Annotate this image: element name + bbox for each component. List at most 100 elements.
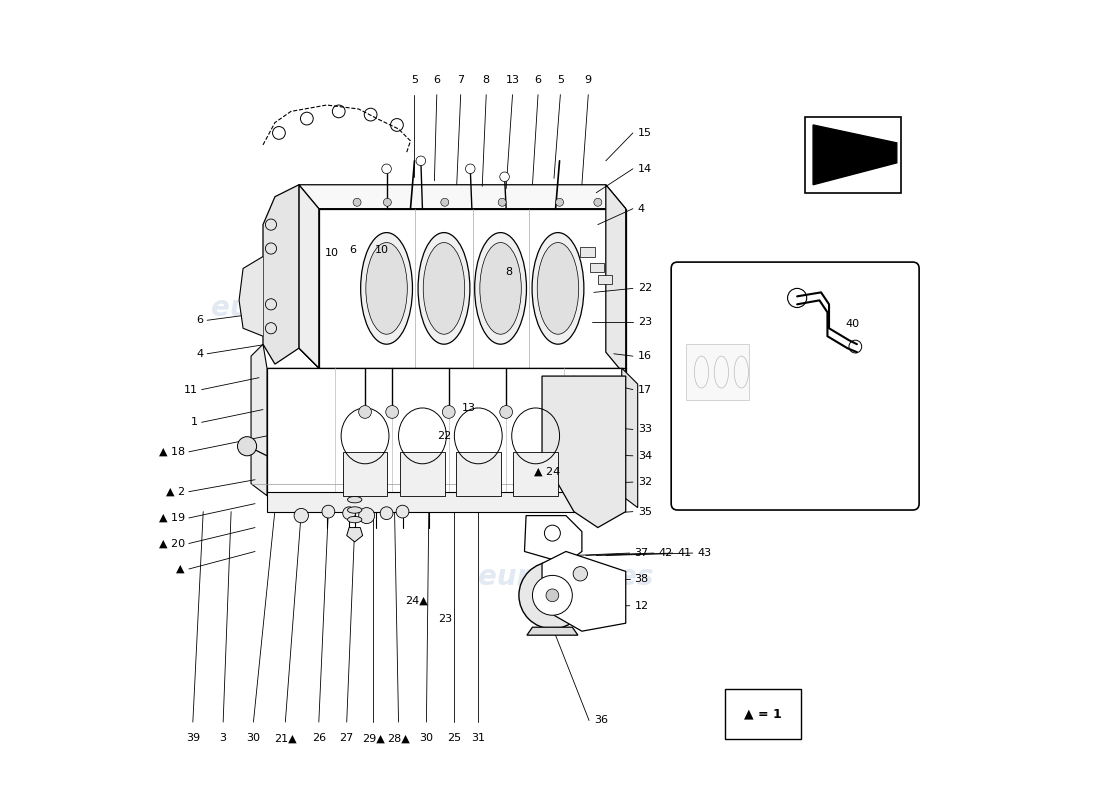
Ellipse shape	[418, 233, 470, 344]
Text: 13: 13	[506, 75, 519, 85]
Text: 12: 12	[635, 601, 649, 610]
Text: 10: 10	[326, 247, 339, 258]
Circle shape	[546, 589, 559, 602]
Circle shape	[353, 198, 361, 206]
Text: eurospares: eurospares	[478, 563, 653, 591]
Text: 29▲: 29▲	[362, 734, 384, 743]
Text: 41: 41	[678, 548, 692, 558]
Text: 1: 1	[190, 418, 198, 427]
Text: 40: 40	[845, 319, 859, 330]
Bar	[514, 452, 558, 496]
FancyBboxPatch shape	[671, 262, 920, 510]
Polygon shape	[239, 257, 263, 336]
Text: 14: 14	[638, 164, 652, 174]
Text: 4: 4	[196, 349, 204, 358]
Ellipse shape	[475, 233, 527, 344]
Circle shape	[556, 198, 563, 206]
Bar	[400, 452, 444, 496]
Text: 25: 25	[448, 734, 461, 743]
Text: 8: 8	[505, 267, 513, 278]
Polygon shape	[525, 515, 582, 563]
Text: 30: 30	[246, 734, 261, 743]
Polygon shape	[542, 551, 626, 631]
Text: 34: 34	[638, 451, 652, 461]
Text: 22: 22	[437, 431, 451, 441]
Text: 33: 33	[638, 425, 651, 434]
Polygon shape	[542, 376, 626, 527]
Ellipse shape	[424, 242, 464, 334]
Circle shape	[396, 506, 409, 518]
Polygon shape	[251, 344, 267, 496]
Ellipse shape	[348, 516, 362, 522]
Text: 39: 39	[186, 734, 200, 743]
Ellipse shape	[480, 242, 521, 334]
Circle shape	[442, 406, 455, 418]
Circle shape	[573, 566, 587, 581]
Circle shape	[519, 562, 586, 629]
Ellipse shape	[348, 507, 362, 514]
Text: 23: 23	[638, 317, 652, 327]
Text: 43: 43	[697, 548, 712, 558]
Ellipse shape	[366, 242, 407, 334]
Circle shape	[382, 164, 392, 174]
Text: 35: 35	[638, 506, 651, 517]
Bar	[581, 247, 595, 257]
Text: 24▲: 24▲	[405, 596, 428, 606]
Text: 26: 26	[311, 734, 326, 743]
Text: 9: 9	[585, 75, 592, 85]
Text: 27: 27	[340, 734, 354, 743]
Circle shape	[359, 508, 375, 523]
Text: 5: 5	[557, 75, 564, 85]
Bar	[725, 690, 801, 739]
Text: 5: 5	[411, 75, 418, 85]
Bar	[455, 452, 500, 496]
Polygon shape	[319, 209, 626, 376]
Text: 11: 11	[184, 385, 198, 394]
Circle shape	[294, 509, 308, 522]
Circle shape	[322, 506, 334, 518]
Text: 23: 23	[439, 614, 452, 624]
Text: 28▲: 28▲	[387, 734, 410, 743]
Circle shape	[465, 164, 475, 174]
Text: ▲ 24: ▲ 24	[535, 466, 560, 477]
Circle shape	[594, 198, 602, 206]
Text: 6: 6	[349, 245, 356, 255]
Bar	[590, 263, 604, 273]
Text: 4: 4	[638, 204, 645, 214]
Text: 10: 10	[375, 245, 388, 255]
Text: 6: 6	[433, 75, 440, 85]
Bar	[805, 117, 901, 193]
Polygon shape	[606, 185, 626, 376]
Text: 42: 42	[659, 548, 673, 558]
Text: ▲ 2: ▲ 2	[166, 486, 185, 497]
Circle shape	[441, 198, 449, 206]
Polygon shape	[621, 368, 638, 508]
Bar	[343, 452, 387, 496]
Circle shape	[499, 172, 509, 182]
Circle shape	[416, 156, 426, 166]
Text: ▲ 20: ▲ 20	[158, 538, 185, 549]
Text: 3: 3	[220, 734, 227, 743]
Text: 37: 37	[635, 548, 649, 558]
Polygon shape	[263, 185, 299, 364]
Text: ▲ = 1: ▲ = 1	[745, 708, 782, 721]
Circle shape	[359, 406, 372, 418]
Circle shape	[238, 437, 256, 456]
Text: 13: 13	[462, 403, 476, 413]
Ellipse shape	[348, 497, 362, 503]
Text: 6: 6	[535, 75, 541, 85]
Text: eurospares: eurospares	[211, 294, 386, 322]
Polygon shape	[267, 492, 622, 512]
Bar	[597, 275, 613, 285]
Polygon shape	[299, 185, 626, 209]
Text: 22: 22	[638, 283, 652, 294]
Text: 6: 6	[196, 315, 204, 326]
Text: ▲ 18: ▲ 18	[158, 447, 185, 457]
Text: 31: 31	[471, 734, 485, 743]
Ellipse shape	[532, 233, 584, 344]
Polygon shape	[685, 344, 749, 400]
Circle shape	[532, 575, 572, 615]
Text: 16: 16	[638, 351, 651, 361]
Polygon shape	[813, 125, 896, 185]
Ellipse shape	[361, 233, 412, 344]
